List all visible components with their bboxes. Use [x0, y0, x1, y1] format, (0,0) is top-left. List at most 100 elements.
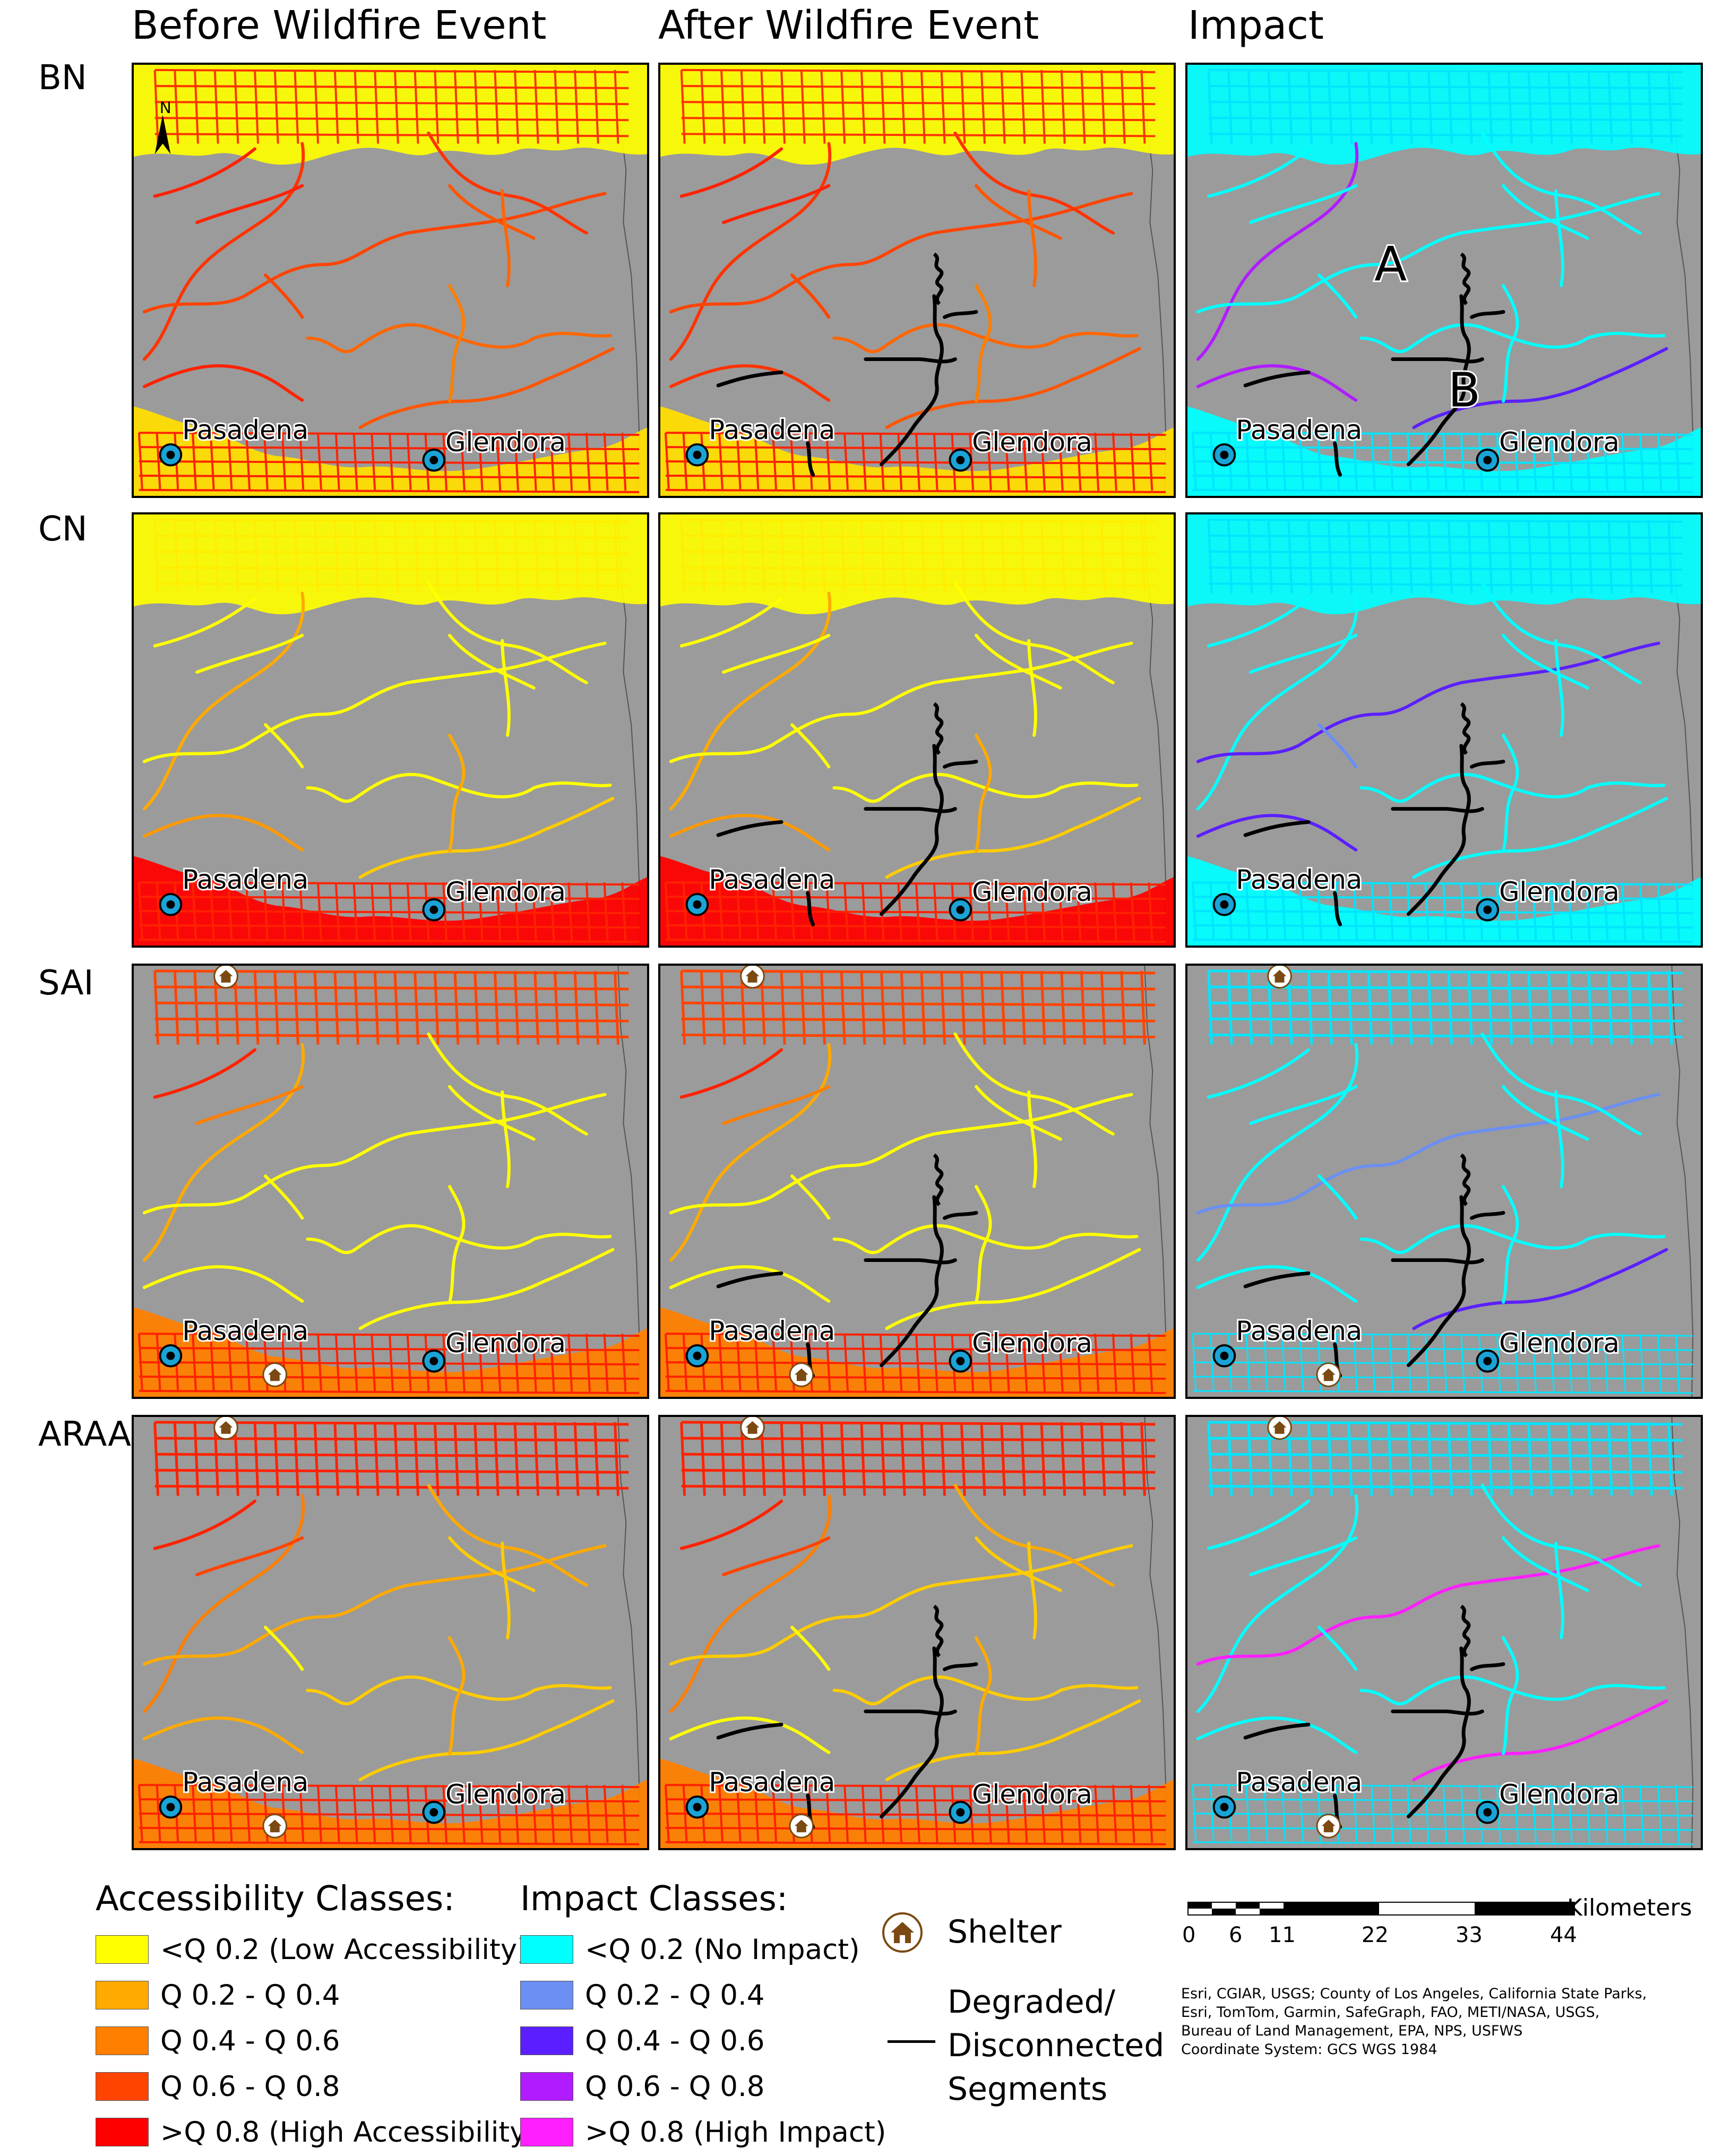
shelter-icon — [262, 1814, 288, 1839]
scale-tick-22: 22 — [1362, 1923, 1389, 1947]
route-network — [142, 581, 615, 879]
urban-road-network — [134, 1421, 647, 1848]
impact-legend-item: <Q 0.2 (No Impact) — [520, 1932, 860, 1966]
urban-road-network — [1187, 514, 1701, 946]
route-network — [142, 1483, 615, 1782]
pasadena-marker — [1212, 443, 1236, 467]
pasadena-label: Pasadena — [709, 864, 835, 895]
map-panel-bn-impact[interactable]: A B Pasadena Glendora — [1185, 63, 1703, 498]
pasadena-marker — [159, 892, 183, 916]
map-panel-cn-after[interactable]: Pasadena Glendora — [658, 512, 1176, 948]
glendora-label: Glendora — [1499, 1779, 1620, 1810]
accessibility-legend-label: >Q 0.8 (High Accessibility) — [160, 2116, 538, 2149]
degraded-label-line-1: Degraded/ — [948, 1983, 1115, 2021]
map-panel-cn-impact[interactable]: Pasadena Glendora — [1185, 512, 1703, 948]
degraded-segments — [1243, 1153, 1505, 1378]
pasadena-label: Pasadena — [182, 864, 308, 895]
map-panel-sai-impact[interactable]: Pasadena Glendora — [1185, 964, 1703, 1399]
map-panel-cn-before[interactable]: Pasadena Glendora — [132, 512, 649, 948]
impact-legend-label: Q 0.6 - Q 0.8 — [585, 2070, 765, 2103]
pasadena-label: Pasadena — [709, 1767, 835, 1798]
pasadena-label: Pasadena — [709, 1316, 835, 1346]
glendora-label: Glendora — [972, 427, 1092, 458]
north-arrow-icon: N — [154, 99, 171, 154]
accessibility-legend-item: Q 0.2 - Q 0.4 — [96, 1978, 340, 2012]
shelter-icon — [1267, 1417, 1292, 1440]
column-title-after: After Wildfire Event — [658, 3, 1039, 48]
glendora-label: Glendora — [445, 877, 566, 907]
glendora-label: Glendora — [1499, 1328, 1620, 1359]
pasadena-marker — [1212, 1344, 1236, 1368]
impact-legend-title: Impact Classes: — [520, 1879, 788, 1919]
impact-legend-item: Q 0.4 - Q 0.6 — [520, 2024, 765, 2058]
house-icon — [882, 1912, 923, 1953]
annotation-a: A — [1374, 237, 1407, 292]
map-panel-araa-impact[interactable]: Pasadena Glendora — [1185, 1415, 1703, 1850]
glendora-label: Glendora — [445, 1779, 566, 1810]
glendora-marker — [949, 1800, 972, 1824]
map-panel-sai-after[interactable]: Pasadena Glendora — [658, 964, 1176, 1399]
pasadena-label: Pasadena — [1236, 864, 1362, 895]
accessibility-legend-item: Q 0.6 - Q 0.8 — [96, 2069, 340, 2103]
pasadena-label: Pasadena — [1236, 415, 1362, 445]
pasadena-label: Pasadena — [182, 1767, 308, 1798]
accessibility-legend-item: Q 0.4 - Q 0.6 — [96, 2024, 340, 2058]
accessibility-swatch — [96, 2026, 149, 2055]
glendora-marker — [422, 448, 446, 472]
glendora-marker — [949, 898, 972, 922]
route-network — [142, 131, 615, 430]
row-label-bn: BN — [38, 58, 87, 98]
urban-road-network — [660, 1421, 1174, 1848]
north-label: N — [160, 99, 171, 117]
route-network — [142, 1032, 615, 1330]
shelter-icon — [1267, 966, 1292, 989]
scale-bar — [1187, 1902, 1575, 1918]
map-credits: Esri, CGIAR, USGS; County of Los Angeles… — [1181, 1985, 1712, 2059]
shelter-icon — [1316, 1814, 1341, 1839]
row-label-araa: ARAA — [38, 1415, 131, 1454]
shelter-icon — [1316, 1362, 1341, 1387]
glendora-marker — [422, 898, 446, 922]
row-label-cn: CN — [38, 510, 88, 549]
glendora-marker — [949, 448, 972, 472]
shelter-legend — [881, 1911, 924, 1956]
pasadena-marker — [1212, 892, 1236, 916]
urban-road-network — [1187, 65, 1701, 496]
credit-line: Esri, CGIAR, USGS; County of Los Angeles… — [1181, 1986, 1647, 2002]
accessibility-legend-label: Q 0.4 - Q 0.6 — [160, 2024, 340, 2057]
credit-line: Coordinate System: GCS WGS 1984 — [1181, 2041, 1437, 2058]
glendora-label: Glendora — [445, 427, 566, 458]
scale-tick-33: 33 — [1456, 1923, 1483, 1947]
accessibility-swatch — [96, 1935, 149, 1964]
shelter-icon — [740, 966, 765, 989]
map-panel-araa-after[interactable]: Pasadena Glendora — [658, 1415, 1176, 1850]
degraded-segments — [1243, 252, 1505, 477]
degraded-segments — [716, 252, 978, 477]
glendora-marker — [949, 1349, 972, 1373]
column-title-before: Before Wildfire Event — [132, 3, 547, 48]
glendora-label: Glendora — [1499, 427, 1620, 458]
scale-unit: Kilometers — [1567, 1894, 1692, 1921]
impact-legend-label: <Q 0.2 (No Impact) — [585, 1933, 860, 1966]
impact-legend-item: Q 0.6 - Q 0.8 — [520, 2069, 765, 2103]
scale-tick-6: 6 — [1229, 1923, 1243, 1947]
shelter-icon — [262, 1362, 288, 1387]
impact-legend-label: Q 0.4 - Q 0.6 — [585, 2024, 765, 2057]
column-title-impact: Impact — [1188, 3, 1324, 48]
glendora-marker — [422, 1800, 446, 1824]
pasadena-label: Pasadena — [1236, 1316, 1362, 1346]
accessibility-legend-item: >Q 0.8 (High Accessibility) — [96, 2115, 537, 2149]
shelter-icon — [213, 966, 238, 989]
map-panel-araa-before[interactable]: Pasadena Glendora — [132, 1415, 649, 1850]
map-panel-bn-before[interactable]: N Pasadena Glendora — [132, 63, 649, 498]
impact-legend-item: Q 0.2 - Q 0.4 — [520, 1978, 765, 2012]
accessibility-legend-label: Q 0.6 - Q 0.8 — [160, 2070, 340, 2103]
map-panel-bn-after[interactable]: Pasadena Glendora — [658, 63, 1176, 498]
map-panel-sai-before[interactable]: Pasadena Glendora — [132, 964, 649, 1399]
impact-legend-item: >Q 0.8 (High Impact) — [520, 2115, 886, 2149]
scale-tick-11: 11 — [1269, 1923, 1296, 1947]
degraded-segments — [716, 702, 978, 926]
pasadena-label: Pasadena — [182, 415, 308, 445]
credit-line: Bureau of Land Management, EPA, NPS, USF… — [1181, 2023, 1523, 2039]
urban-road-network — [1192, 969, 1693, 1394]
